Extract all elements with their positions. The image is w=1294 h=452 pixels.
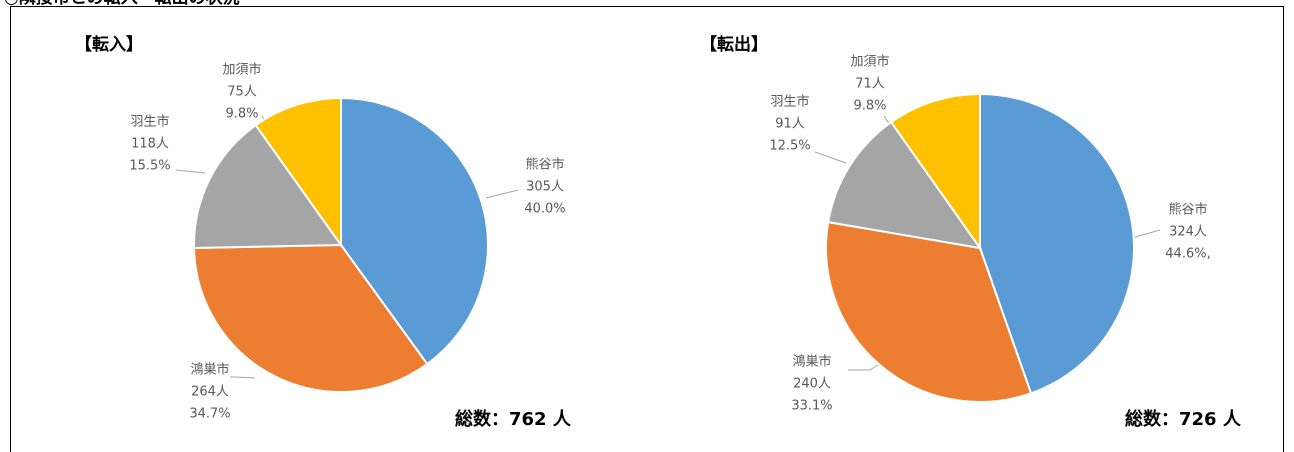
chart-title: 【転出】 <box>700 34 768 55</box>
slice-category: 加須市 <box>222 62 261 78</box>
leader-line <box>814 151 847 164</box>
total-label: 総数：726 人 <box>1125 408 1242 430</box>
slice-value: 91人 <box>775 117 805 132</box>
slice-percent: 15.5% <box>129 159 170 174</box>
slice-value: 71人 <box>855 77 885 92</box>
slice-category: 熊谷市 <box>1168 202 1207 218</box>
pie-slice <box>825 220 1033 403</box>
slice-category: 鴻巣市 <box>792 354 831 370</box>
slice-value: 324人 <box>1169 225 1207 240</box>
leader-line <box>1131 229 1161 239</box>
slice-category: 鴻巣市 <box>190 362 229 378</box>
slice-category: 加須市 <box>850 54 889 70</box>
slice-value: 118人 <box>131 137 169 152</box>
slice-category: 羽生市 <box>770 94 809 110</box>
pie-slice <box>254 96 342 249</box>
slice-category: 羽生市 <box>130 114 169 130</box>
leader-line <box>230 376 256 379</box>
slice-percent: 44.6%, <box>1165 247 1210 262</box>
pie-slice <box>340 96 489 366</box>
slice-category: 熊谷市 <box>525 157 564 173</box>
chart-title: 【転入】 <box>75 34 143 55</box>
leader-line <box>485 189 519 199</box>
pie-slice <box>979 92 1135 395</box>
slice-percent: 9.8% <box>853 99 886 114</box>
slice-percent: 34.7% <box>189 407 230 422</box>
pie-slice <box>827 120 983 250</box>
pie-slice <box>889 92 981 252</box>
slice-percent: 9.8% <box>225 107 258 122</box>
total-label: 総数：762 人 <box>455 408 572 430</box>
slice-percent: 12.5% <box>769 139 810 154</box>
frame <box>10 6 1284 452</box>
page-heading: ○隣接市との転入・転出の状況 <box>4 0 240 8</box>
slice-value: 75人 <box>227 85 257 100</box>
slice-value: 240人 <box>793 377 831 392</box>
slice-value: 264人 <box>191 385 229 400</box>
leader-line <box>175 169 206 174</box>
slice-value: 305人 <box>526 180 564 195</box>
pie-slice <box>193 123 343 250</box>
pie-slice <box>193 243 429 393</box>
slice-percent: 33.1% <box>791 399 832 414</box>
slice-percent: 40.0% <box>524 202 565 217</box>
